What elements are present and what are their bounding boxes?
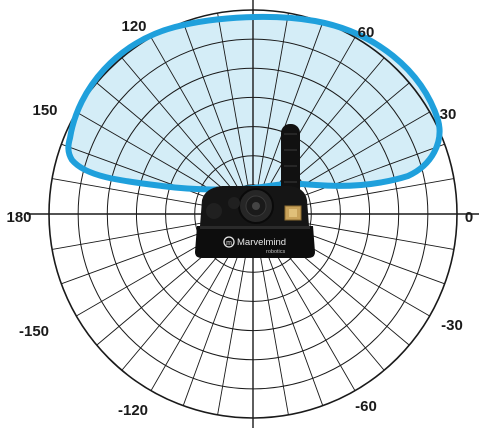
- grid-spoke: [61, 143, 226, 205]
- grid-spoke: [76, 111, 228, 200]
- grid-spoke: [52, 178, 225, 210]
- angle-label-120: 120: [121, 18, 146, 35]
- grid-spoke: [262, 241, 324, 406]
- coverage-outline: [65, 13, 443, 193]
- coverage-area: [68, 16, 440, 190]
- device-base: [195, 226, 315, 258]
- antenna: [281, 124, 300, 206]
- angle-label-180: 180: [6, 209, 31, 226]
- brand-name: Marvelmind: [237, 237, 286, 248]
- beacon-device: m Marvelmind robotics: [195, 124, 315, 258]
- grid-spoke: [281, 218, 454, 250]
- grid-spoke: [267, 239, 356, 391]
- grid-spoke: [150, 239, 239, 391]
- svg-text:m: m: [226, 240, 232, 247]
- grid-spoke: [52, 218, 225, 250]
- grid-spoke: [257, 13, 289, 186]
- grid-spoke: [281, 178, 454, 210]
- grid-spoke: [182, 22, 244, 187]
- angle-labels: 0 30 60 120 150 180 -150 -120 -60 -30: [6, 18, 473, 419]
- grid-spoke: [257, 242, 289, 415]
- grid-spoke: [217, 13, 249, 186]
- grid-spoke: [280, 143, 445, 205]
- angle-label-m60: -60: [355, 398, 377, 415]
- angle-label-30: 30: [440, 106, 457, 123]
- brand-logo-icon: [223, 236, 235, 248]
- grid-spoke: [121, 57, 235, 192]
- grid-spoke: [217, 242, 249, 415]
- grid-spoke: [262, 22, 324, 187]
- grid-spoke: [150, 37, 239, 189]
- angle-label-0: 0: [465, 209, 473, 226]
- grid-spoke: [271, 236, 385, 371]
- grid-spoke: [96, 82, 231, 196]
- grid-spoke: [121, 236, 235, 371]
- angle-label-150: 150: [32, 102, 57, 119]
- brand-subtitle: robotics: [266, 249, 286, 255]
- angle-label-m120: -120: [118, 402, 148, 419]
- angle-label-60: 60: [358, 24, 375, 41]
- grid-spoke: [182, 241, 244, 406]
- angle-label-m30: -30: [441, 317, 463, 334]
- angle-label-m150: -150: [19, 323, 49, 340]
